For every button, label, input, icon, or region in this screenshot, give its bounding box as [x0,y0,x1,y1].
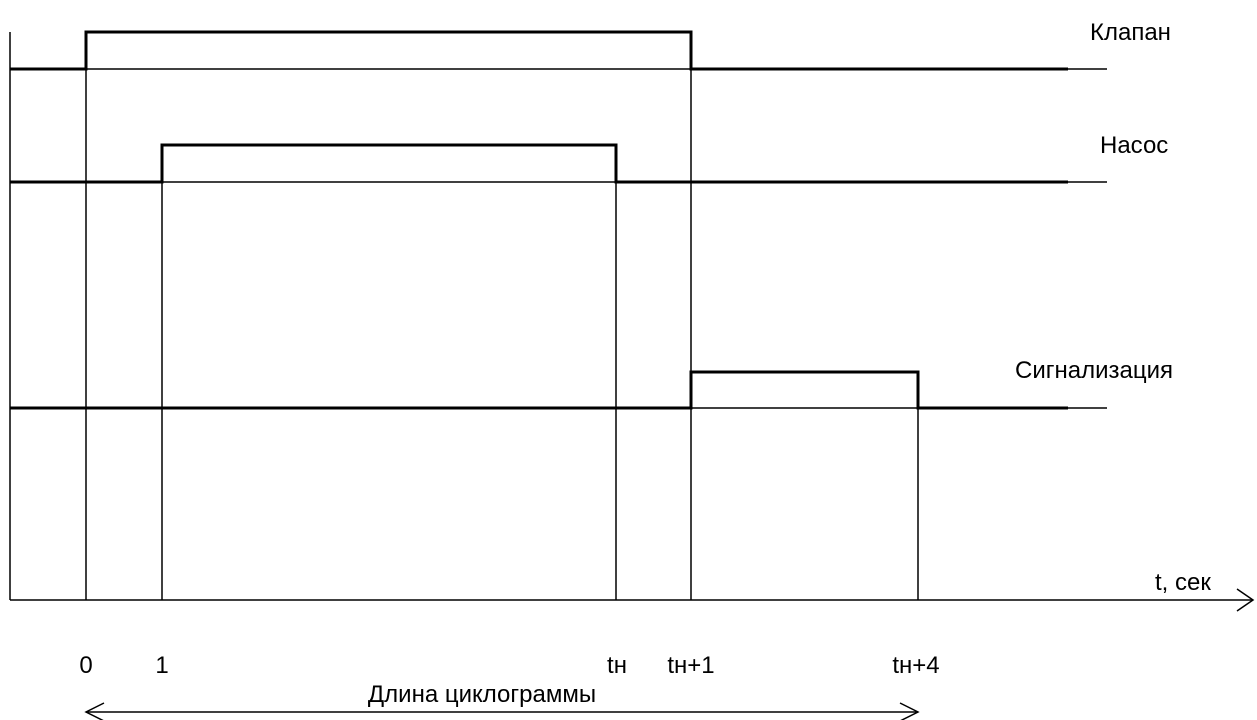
tick-label: tн+1 [667,652,714,679]
tick-label: tн [607,652,627,679]
cyclogram-span: Длина циклограммы [84,681,920,720]
span-arrow-right-icon [899,702,920,720]
span-arrow-left-icon [84,702,105,720]
tick-label: 1 [155,652,168,679]
alarm-label: Сигнализация [1015,357,1173,384]
time-axis-arrow-icon [1236,588,1255,612]
signal-alarm: Сигнализация [10,357,1173,410]
signal-valve: Клапан [10,19,1171,71]
tick-labels: 0 1 tн tн+1 tн+4 [79,652,939,679]
pump-label: Насос [1100,132,1168,159]
tick-label: 0 [79,652,92,679]
alarm-trace [10,370,1068,410]
valve-trace [10,30,1068,71]
valve-label: Клапан [1090,19,1171,46]
time-axis-label: t, сек [1155,569,1211,596]
time-markers [85,32,919,600]
span-label: Длина циклограммы [368,681,596,708]
signal-pump: Насос [10,132,1168,184]
tick-label: tн+4 [892,652,939,679]
pump-trace [10,143,1068,184]
